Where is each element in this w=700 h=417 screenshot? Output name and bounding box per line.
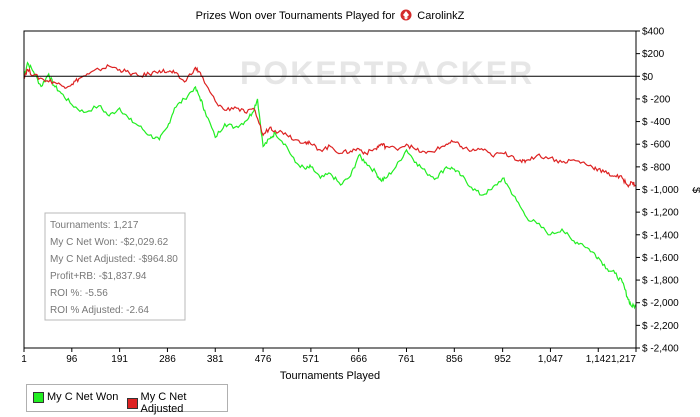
y-tick-label: $ -2,200: [642, 321, 679, 332]
legend-item-net-adjusted[interactable]: My C Net Adjusted: [127, 391, 227, 415]
x-tick-label: 476: [255, 354, 272, 365]
x-tick-label: 1,047: [538, 354, 563, 365]
chart-title-text: Prizes Won over Tournaments Played for: [195, 10, 396, 22]
stats-line: Tournaments: 1,217: [50, 220, 139, 231]
y-tick-label: $ -200: [642, 94, 671, 105]
stats-line: ROI % Adjusted: -2.64: [50, 305, 149, 316]
y-tick-label: $ -1,400: [642, 230, 679, 241]
legend-swatch-net-won: [33, 391, 44, 403]
series-layer: [23, 61, 637, 310]
y-axis-label: $: [690, 187, 700, 193]
x-tick-label: 952: [494, 354, 511, 365]
pokerstars-logo-icon: [400, 9, 412, 21]
x-tick-label: 1,217: [611, 354, 636, 365]
x-tick-label: 381: [207, 354, 224, 365]
y-tick-label: $ -1,000: [642, 185, 679, 196]
legend-label-net-adjusted: My C Net Adjusted: [140, 391, 187, 415]
legend-swatch-net-adjusted: [127, 397, 138, 409]
x-tick-label: 571: [303, 354, 320, 365]
y-tick-label: $ -2,000: [642, 298, 679, 309]
stats-line: My C Net Adjusted: -$964.80: [50, 254, 178, 265]
x-axis-label: Tournaments Played: [280, 370, 380, 382]
y-tick-label: $ -2,400: [642, 344, 679, 355]
y-tick-label: $ -800: [642, 162, 671, 173]
x-tick-label: 1,142: [586, 354, 611, 365]
series-line-0: [23, 61, 637, 310]
stats-line: ROI %: -5.56: [50, 288, 108, 299]
y-tick-label: $ -1,600: [642, 253, 679, 264]
x-tick-label: 666: [350, 354, 367, 365]
stats-line: Profit+RB: -$1,837.94: [50, 271, 147, 282]
legend-label-net-won: My C Net Won: [47, 391, 119, 403]
y-tick-label: $ -400: [642, 117, 671, 128]
series-line-1: [23, 63, 637, 189]
x-tick-label: 286: [159, 354, 176, 365]
legend-item-net-won[interactable]: My C Net Won: [33, 391, 118, 403]
y-tick-label: $ -1,800: [642, 276, 679, 287]
x-tick-label: 1: [21, 354, 27, 365]
x-tick-label: 761: [398, 354, 415, 365]
x-tick-label: 856: [446, 354, 463, 365]
x-tick-label: 191: [111, 354, 128, 365]
stats-line: My C Net Won: -$2,029.62: [50, 237, 169, 248]
y-tick-label: $200: [642, 49, 665, 60]
player-name: CarolinkZ: [417, 10, 465, 22]
y-tick-label: $ -1,200: [642, 208, 679, 219]
y-axis: $400 $200 $0 $ -200 $ -400 $ -600 $ -800 $ -1,0…: [636, 27, 679, 355]
watermark: POKERTRACKER: [240, 55, 534, 91]
y-tick-label: $400: [642, 27, 665, 38]
stats-box: Tournaments: 1,217 My C Net Won: -$2,029.…: [44, 212, 186, 321]
chart-title: Prizes Won over Tournaments Played for C…: [0, 9, 660, 22]
y-tick-label: $0: [642, 72, 654, 83]
y-tick-label: $ -600: [642, 140, 671, 151]
x-tick-label: 96: [66, 354, 78, 365]
stats-box-frame: [44, 212, 186, 321]
legend: My C Net Won My C Net Adjusted: [26, 384, 228, 415]
x-axis: 1 96 191 286 381 476 571 666 761 856 952 1,047 1,142…: [21, 348, 637, 365]
